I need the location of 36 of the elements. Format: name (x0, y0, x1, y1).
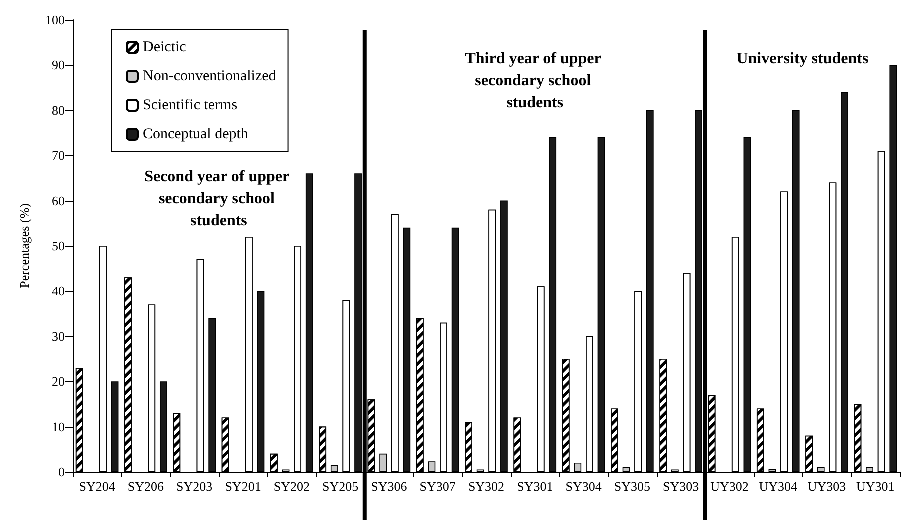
annotation: Second year of upper secondary school students (144, 168, 294, 230)
x-tick-label: UY303 (808, 479, 846, 494)
x-tick-label: SY206 (128, 479, 165, 494)
y-tick-label: 30 (52, 328, 65, 344)
y-tick-label: 90 (52, 58, 65, 73)
y-tick-label: 50 (52, 238, 65, 254)
y-tick-label: 100 (46, 12, 65, 28)
legend-label: Scientific terms (143, 98, 238, 114)
y-tick-label: 40 (52, 284, 65, 299)
x-tick-label: SY303 (663, 479, 700, 494)
y-tick-label: 0 (58, 464, 65, 480)
legend-label: Conceptual depth (143, 126, 249, 142)
x-tick-label: UY301 (856, 479, 895, 494)
y-tick-label: 10 (52, 419, 65, 434)
x-tick-label: SY204 (79, 479, 116, 494)
y-axis-title: Percentages (%) (17, 204, 32, 288)
annotation: Third year of upper secondary school students (465, 50, 606, 112)
annotation: University students (736, 50, 869, 68)
x-tick-label: SY301 (517, 479, 554, 494)
x-tick-label: UY304 (759, 479, 798, 494)
y-tick-label: 60 (52, 193, 65, 208)
y-tick-label: 20 (52, 374, 65, 390)
x-tick-label: SY306 (371, 479, 408, 494)
y-tick-label: 70 (52, 148, 65, 164)
x-tick-label: SY305 (614, 479, 651, 494)
y-tick-label: 80 (52, 102, 65, 118)
x-tick-label: SY302 (468, 479, 505, 494)
x-tick-label: UY302 (710, 479, 749, 494)
x-tick-label: SY307 (420, 479, 456, 494)
x-tick-label: SY205 (322, 479, 359, 494)
legend-label: Non-conventionalized (143, 68, 277, 84)
x-tick-label: SY202 (274, 479, 310, 494)
x-tick-label: SY304 (566, 479, 602, 494)
legend-label: Deictic (143, 40, 187, 56)
x-tick-label: SY203 (176, 479, 213, 494)
x-tick-label: SY201 (225, 479, 262, 494)
